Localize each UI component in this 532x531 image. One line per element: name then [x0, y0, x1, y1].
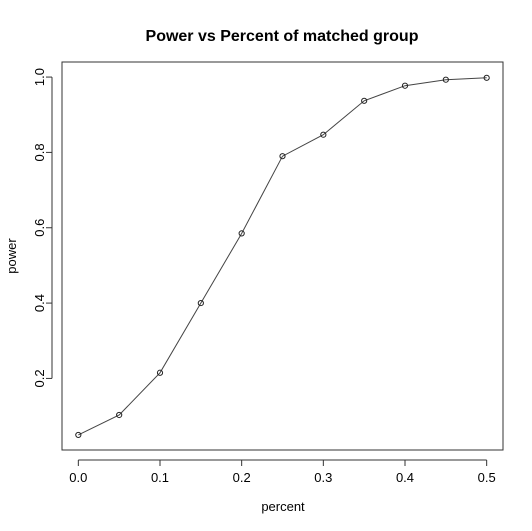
data-point — [197, 299, 204, 307]
data-point — [116, 411, 123, 419]
series-line — [78, 77, 487, 436]
data-points — [75, 74, 490, 439]
data-point — [156, 369, 164, 376]
data-point — [442, 76, 449, 83]
y-tick-label: 1.0 — [32, 68, 47, 86]
x-tick-label: 0.2 — [233, 470, 251, 485]
data-point — [320, 131, 327, 138]
y-tick-label: 0.2 — [32, 369, 47, 387]
data-point — [75, 431, 82, 439]
x-tick-label: 0.0 — [69, 470, 87, 485]
data-point — [279, 153, 286, 160]
x-tick-label: 0.4 — [396, 470, 414, 485]
x-tick-label: 0.5 — [478, 470, 496, 485]
chart-title: Power vs Percent of matched group — [146, 28, 419, 45]
y-tick-label: 0.4 — [32, 294, 47, 312]
data-point — [361, 97, 368, 104]
y-axis-label: power — [4, 238, 19, 274]
x-tick-label: 0.3 — [314, 470, 332, 485]
x-tick-label: 0.1 — [151, 470, 169, 485]
data-point — [483, 74, 490, 81]
data-point — [401, 82, 409, 89]
data-point — [238, 230, 245, 237]
plot-frame — [61, 61, 504, 451]
x-axis-label: percent — [261, 499, 305, 514]
y-axis: 0.2 0.4 0.6 0.8 1.0 — [32, 68, 53, 387]
y-tick-label: 0.6 — [32, 219, 47, 237]
y-tick-label: 0.8 — [32, 143, 47, 161]
x-axis: 0.0 0.1 0.2 0.3 0.4 0.5 — [69, 459, 496, 485]
